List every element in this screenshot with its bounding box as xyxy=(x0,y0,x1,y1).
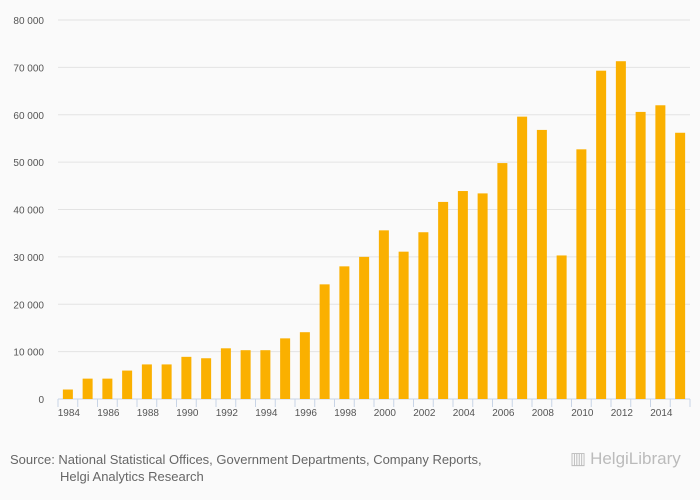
bar-2009 xyxy=(556,255,567,399)
x-tick-label: 2006 xyxy=(492,408,515,419)
helgi-library-logo: ▥ HelgiLibrary xyxy=(570,449,681,469)
y-tick-label: 60 000 xyxy=(13,111,44,122)
source-line-2: Helgi Analytics Research xyxy=(60,469,204,484)
y-tick-label: 30 000 xyxy=(13,253,44,264)
x-tick-label: 2000 xyxy=(374,408,397,419)
bar-1995 xyxy=(280,338,291,399)
bar-2003 xyxy=(438,201,449,399)
y-tick-label: 0 xyxy=(38,395,44,406)
library-icon: ▥ xyxy=(570,449,587,468)
bar-1996 xyxy=(299,332,310,399)
y-tick-label: 70 000 xyxy=(13,63,44,74)
bar-2000 xyxy=(378,230,389,399)
logo-text: HelgiLibrary xyxy=(590,449,681,468)
bar-2001 xyxy=(398,251,409,399)
bar-2011 xyxy=(596,70,607,399)
bar-2007 xyxy=(517,116,528,400)
bar-1994 xyxy=(260,350,271,399)
x-tick-label: 1996 xyxy=(295,408,318,419)
bar-2008 xyxy=(536,129,547,399)
y-tick-label: 80 000 xyxy=(13,16,44,27)
bar-1991 xyxy=(201,358,212,399)
bar-1990 xyxy=(181,356,192,399)
source-line-1: Source: National Statistical Offices, Go… xyxy=(10,452,482,467)
bar-1984 xyxy=(62,389,73,399)
x-tick-label: 1994 xyxy=(255,408,278,419)
bar-2014 xyxy=(655,105,666,400)
y-tick-label: 40 000 xyxy=(13,206,44,217)
bar-2005 xyxy=(477,193,488,399)
bar-2012 xyxy=(615,61,626,400)
bar-1989 xyxy=(161,364,172,399)
bar-2006 xyxy=(497,163,508,399)
x-tick-label: 2004 xyxy=(453,408,476,419)
y-tick-label: 20 000 xyxy=(13,300,44,311)
bar-1998 xyxy=(339,266,350,399)
y-tick-label: 50 000 xyxy=(13,158,44,169)
y-tick-label: 10 000 xyxy=(13,348,44,359)
source-note: Source: National Statistical Offices, Go… xyxy=(10,451,482,485)
bar-1985 xyxy=(82,378,93,399)
x-tick-label: 2002 xyxy=(413,408,436,419)
x-tick-label: 2012 xyxy=(611,408,634,419)
bar-2004 xyxy=(457,191,468,399)
bar-chart: 0 10 000 20 000 30 000 40 000 50 000 60 000 70 … xyxy=(13,16,691,419)
bar-1993 xyxy=(240,350,251,399)
x-tick-label: 2014 xyxy=(650,408,673,419)
x-tick-label: 1988 xyxy=(137,408,160,419)
x-tick-label: 1986 xyxy=(97,408,120,419)
bar-1988 xyxy=(141,364,152,399)
bar-1986 xyxy=(102,378,113,399)
bar-1997 xyxy=(319,284,330,399)
x-tick-label: 2008 xyxy=(532,408,555,419)
bar-1987 xyxy=(122,370,133,399)
bar-1999 xyxy=(359,256,370,399)
bar-2010 xyxy=(576,149,587,399)
x-tick-label: 2010 xyxy=(571,408,594,419)
bar-2015 xyxy=(675,132,686,399)
x-tick-label: 1992 xyxy=(216,408,239,419)
x-tick-label: 1984 xyxy=(58,408,81,419)
bar-2013 xyxy=(635,111,646,399)
x-tick-label: 1998 xyxy=(334,408,357,419)
x-tick-label: 1990 xyxy=(176,408,199,419)
bar-2002 xyxy=(418,232,429,399)
bar-1992 xyxy=(220,348,231,399)
